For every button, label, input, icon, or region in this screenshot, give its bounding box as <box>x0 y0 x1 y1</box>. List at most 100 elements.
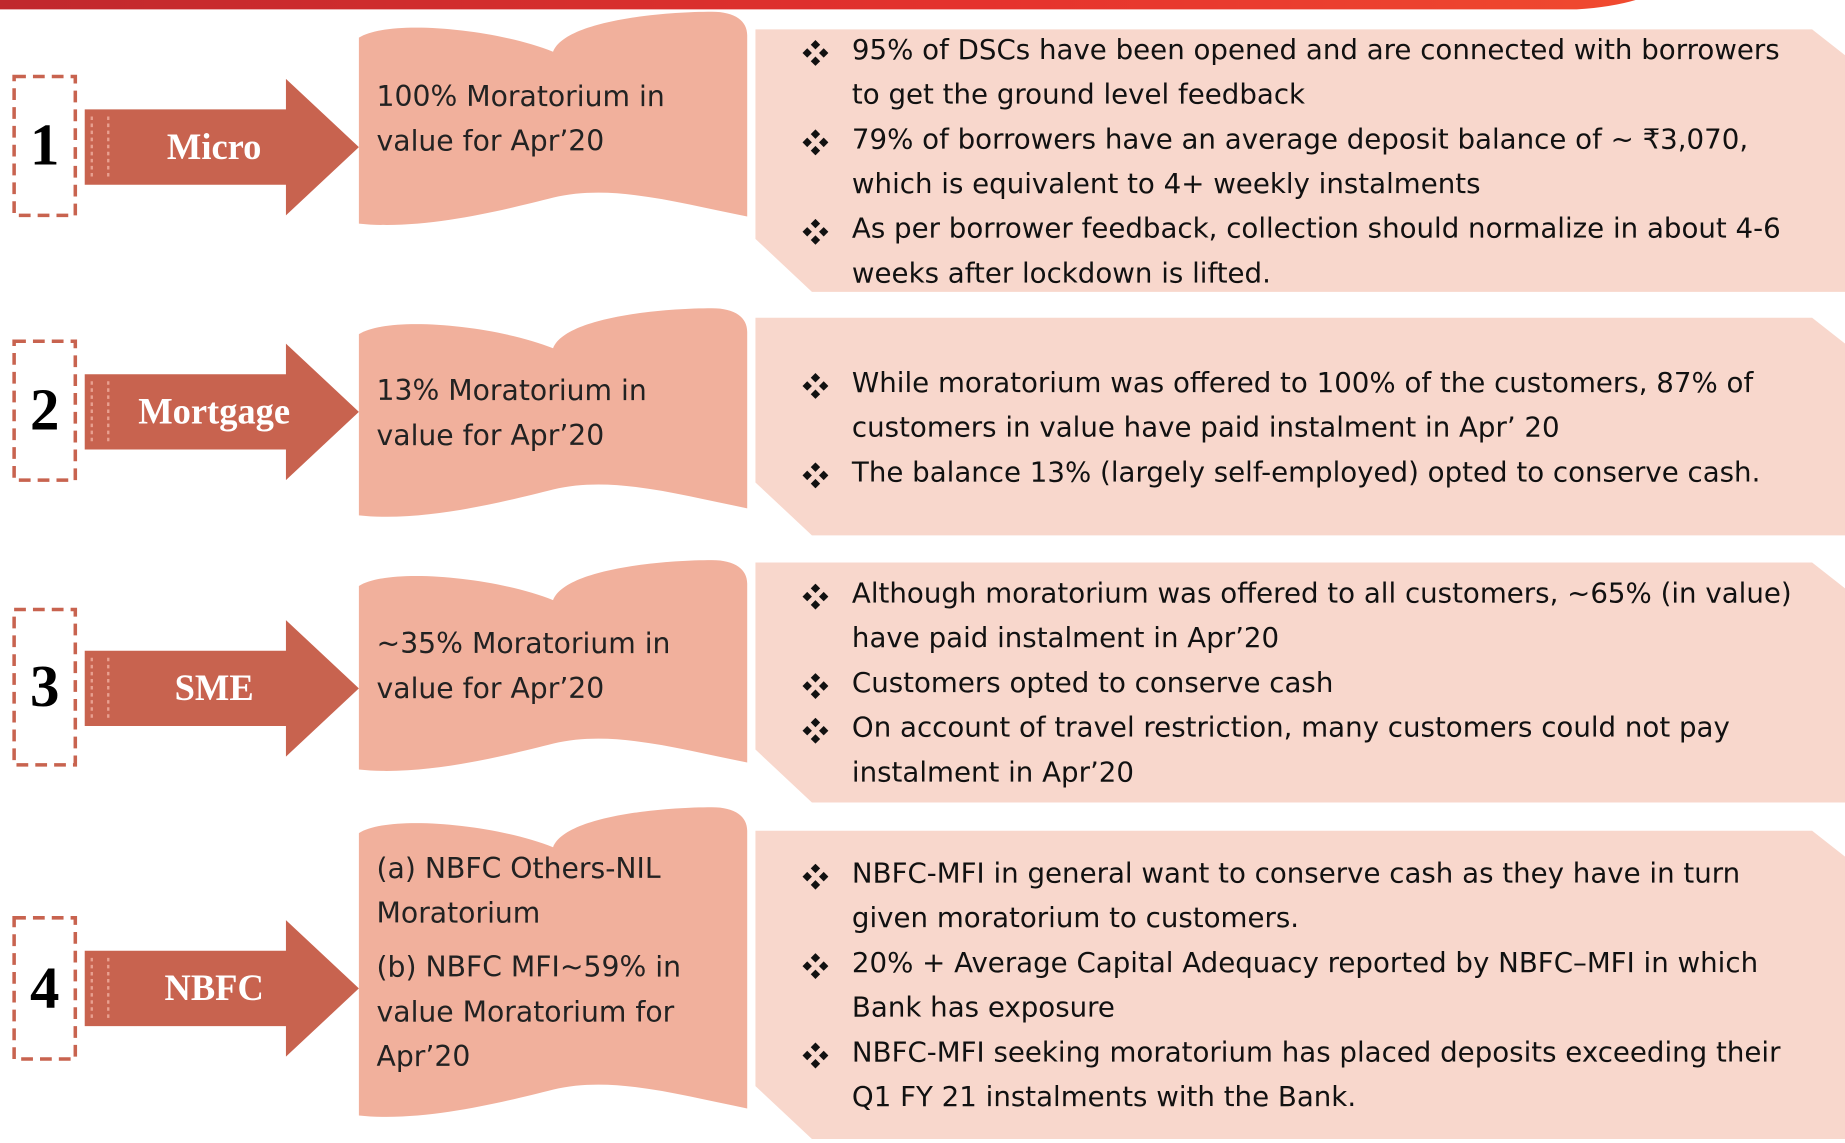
summary: 13% Moratorium in value for Apr’20 <box>377 344 730 483</box>
bullet-icon <box>802 953 829 980</box>
row-label: Micro <box>166 125 262 168</box>
bullet-item: The balance 13% (largely self-employed) … <box>802 449 1810 494</box>
bullet-diamond <box>818 380 829 391</box>
bullet-diamond <box>810 673 821 683</box>
bullet-text: While moratorium was offered to 100% of … <box>851 365 1754 444</box>
bullet-text: Although moratorium was offered to all c… <box>851 576 1792 655</box>
bullet-diamond <box>810 478 821 488</box>
scroll <box>358 560 748 771</box>
bullet-list: 95% of DSCs have been opened and are con… <box>755 29 1845 291</box>
bullet-icon <box>802 128 829 155</box>
summary-text: (a) NBFC Others-NIL Moratorium <box>376 851 661 930</box>
bullet-diamond <box>818 1050 829 1061</box>
bullet-diamond <box>810 39 821 49</box>
bullet-icon <box>802 583 829 610</box>
row-number: 3 <box>30 653 60 719</box>
row-number: 4 <box>30 954 60 1021</box>
summary-text: 13% Moratorium in value for Apr’20 <box>376 374 647 452</box>
bullet-icon <box>802 372 829 399</box>
bullet-list: Although moratorium was offered to all c… <box>755 562 1845 802</box>
row-number: 2 <box>30 376 60 443</box>
content-box <box>755 29 1845 292</box>
bullet-diamond <box>810 461 821 472</box>
bullet-item: 20% + Average Capital Adequacy reported … <box>802 940 1810 1029</box>
bullet-icon <box>802 717 829 744</box>
bullet-text: Customers opted to conserve cash <box>851 666 1334 699</box>
top-bar <box>0 0 1636 10</box>
bullet-diamond <box>810 218 821 228</box>
bullet-item: Customers opted to conserve cash <box>802 660 1810 705</box>
bullet-item: 79% of borrowers have an average deposit… <box>802 116 1810 205</box>
bullet-diamond <box>818 137 829 147</box>
bullet-item: Although moratorium was offered to all c… <box>802 571 1810 660</box>
bullet-diamond <box>802 961 812 971</box>
bullet-item: While moratorium was offered to 100% of … <box>802 359 1810 448</box>
bullet-text: On account of travel restriction, many c… <box>851 710 1730 789</box>
summary-text: (b) NBFC MFI~59% in value Moratorium for… <box>376 950 682 1074</box>
bullet-diamond <box>818 726 829 736</box>
bullet-text: NBFC-MFI seeking moratorium has placed d… <box>851 1035 1781 1114</box>
bullet-diamond <box>810 388 821 399</box>
scroll <box>358 11 748 225</box>
arrow <box>84 78 359 216</box>
bullet-diamond <box>810 55 821 66</box>
row-label: SME <box>174 667 254 709</box>
bullet-diamond <box>802 871 812 882</box>
bullet-icon <box>802 673 829 699</box>
scroll <box>358 807 748 1117</box>
bullet-diamond <box>810 689 821 699</box>
bullet-diamond <box>810 717 821 728</box>
bullet-diamond <box>810 234 821 245</box>
bullet-icon <box>802 1042 829 1069</box>
bullet-item: NBFC-MFI seeking moratorium has placed d… <box>802 1030 1810 1119</box>
bullet-icon <box>802 39 829 66</box>
bullet-diamond <box>810 1059 821 1069</box>
content-box <box>755 562 1845 803</box>
bullet-text: 95% of DSCs have been opened and are con… <box>851 32 1780 111</box>
bullet-diamond <box>810 953 821 963</box>
bullet-diamond <box>802 591 812 602</box>
summary-text: ~35% Moratorium in value for Apr’20 <box>376 627 671 705</box>
bullet-item: As per borrower feedback, collection sho… <box>802 205 1810 294</box>
bullet-text: The balance 13% (largely self-employed) … <box>851 454 1761 488</box>
bullet-diamond <box>810 1042 821 1052</box>
bullet-diamond <box>818 591 829 602</box>
bullet-diamond <box>810 145 821 155</box>
row-number: 1 <box>30 111 60 178</box>
content-box <box>755 830 1845 1140</box>
number-box <box>12 607 78 767</box>
bullet-diamond <box>818 47 829 58</box>
bullet-diamond <box>802 681 812 691</box>
summary: (a) NBFC Others-NIL Moratorium (b) NBFC M… <box>377 843 730 1083</box>
bullet-text: 20% + Average Capital Adequacy reported … <box>851 946 1759 1024</box>
bullet-diamond <box>810 583 821 594</box>
bullet-diamond <box>818 961 829 971</box>
bullet-diamond <box>810 734 821 744</box>
bullet-icon <box>802 218 829 245</box>
number-box <box>12 339 78 482</box>
bullet-diamond <box>818 681 829 691</box>
bullet-diamond <box>810 880 821 890</box>
bullet-item: 95% of DSCs have been opened and are con… <box>802 26 1810 115</box>
bullet-diamond <box>810 128 821 139</box>
row-label: NBFC <box>164 967 264 1009</box>
scroll <box>358 308 748 517</box>
arrow <box>84 343 359 481</box>
bullet-diamond <box>810 600 821 610</box>
bullet-diamond <box>810 969 821 980</box>
bullet-diamond <box>802 1050 812 1061</box>
summary-text: 100% Moratorium in value for Apr’20 <box>376 80 665 158</box>
bullet-text: 79% of borrowers have an average deposit… <box>851 121 1749 200</box>
bullet-item: NBFC-MFI in general want to conserve cas… <box>802 851 1810 940</box>
bullet-icon <box>802 461 829 488</box>
arrow <box>84 920 359 1057</box>
summary: ~35% Moratorium in value for Apr’20 <box>377 595 730 736</box>
bullet-diamond <box>818 871 829 882</box>
bullet-list: NBFC-MFI in general want to conserve cas… <box>755 831 1845 1139</box>
bullet-diamond <box>818 226 829 236</box>
bullet-diamond <box>810 372 821 382</box>
content-box <box>755 317 1845 536</box>
arrow <box>84 620 359 757</box>
bullet-text: NBFC-MFI in general want to conserve cas… <box>851 856 1741 935</box>
